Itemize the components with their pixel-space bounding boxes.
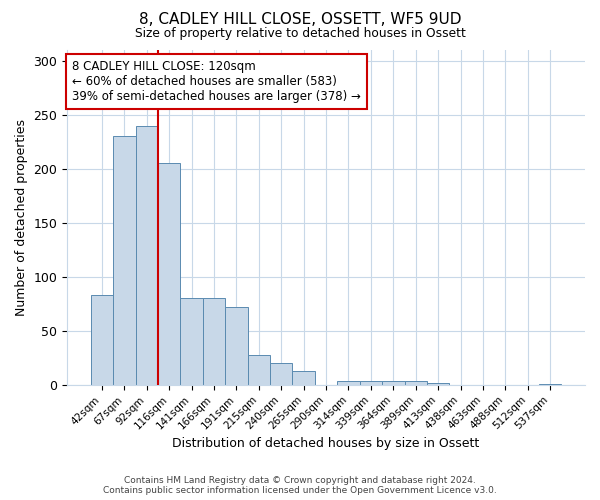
Text: Contains HM Land Registry data © Crown copyright and database right 2024.
Contai: Contains HM Land Registry data © Crown c… <box>103 476 497 495</box>
Text: 8, CADLEY HILL CLOSE, OSSETT, WF5 9UD: 8, CADLEY HILL CLOSE, OSSETT, WF5 9UD <box>139 12 461 28</box>
Bar <box>404 380 427 385</box>
Bar <box>136 126 158 385</box>
Bar <box>382 380 404 385</box>
Bar <box>539 384 562 385</box>
Text: Size of property relative to detached houses in Ossett: Size of property relative to detached ho… <box>134 28 466 40</box>
Bar <box>181 298 203 385</box>
Bar <box>427 382 449 385</box>
Bar <box>113 136 136 385</box>
Bar <box>360 380 382 385</box>
X-axis label: Distribution of detached houses by size in Ossett: Distribution of detached houses by size … <box>172 437 480 450</box>
Bar <box>91 295 113 385</box>
Bar <box>203 298 225 385</box>
Bar <box>158 164 181 385</box>
Text: 8 CADLEY HILL CLOSE: 120sqm
← 60% of detached houses are smaller (583)
39% of se: 8 CADLEY HILL CLOSE: 120sqm ← 60% of det… <box>73 60 361 103</box>
Bar <box>270 364 292 385</box>
Bar <box>337 380 360 385</box>
Bar <box>225 307 248 385</box>
Bar <box>292 371 315 385</box>
Bar <box>248 354 270 385</box>
Y-axis label: Number of detached properties: Number of detached properties <box>15 119 28 316</box>
